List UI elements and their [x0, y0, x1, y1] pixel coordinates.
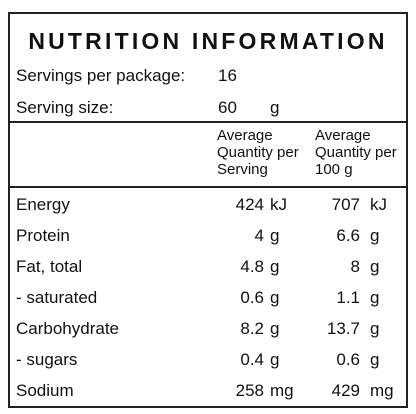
per-serving-unit-protein: g [270, 226, 280, 245]
per-serving-unit-sodium: mg [270, 381, 294, 400]
per-100g-unit-carbohydrate: g [370, 319, 380, 338]
nutrient-name-carbohydrate: Carbohydrate [16, 319, 120, 338]
per-100g-unit-protein: g [370, 226, 380, 245]
per-100g-unit-energy: kJ [370, 195, 387, 214]
column-header-per-100g: Average Quantity per 100 g [315, 127, 397, 178]
serving-size-label: Serving size: [16, 98, 114, 117]
per-serving-value-energy: 424 [235, 195, 264, 214]
per-serving-unit-sugars: g [270, 350, 280, 369]
nutrient-name-sugars: - sugars [16, 350, 78, 369]
per-serving-value-sodium: 258 [235, 381, 264, 400]
per-serving-unit-energy: kJ [270, 195, 287, 214]
per-100g-value-saturated: 1.1 [336, 288, 360, 307]
divider-top [10, 121, 406, 123]
per-serving-value-sugars: 0.4 [240, 350, 264, 369]
per-serving-value-carbohydrate: 8.2 [240, 319, 264, 338]
nutrition-panel: NUTRITION INFORMATION Servings per packa… [8, 12, 408, 408]
nutrient-name-fat-total: Fat, total [16, 257, 83, 276]
servings-per-package-label: Servings per package: [16, 66, 186, 85]
nutrient-name-saturated: - saturated [16, 288, 98, 307]
serving-size-unit: g [270, 98, 280, 117]
per-serving-unit-carbohydrate: g [270, 319, 280, 338]
per-100g-unit-saturated: g [370, 288, 380, 307]
nutrient-name-protein: Protein [16, 226, 70, 245]
per-100g-value-sodium: 429 [331, 381, 360, 400]
per-serving-value-saturated: 0.6 [240, 288, 264, 307]
per-serving-unit-saturated: g [270, 288, 280, 307]
column-header-per-serving: Average Quantity per Serving [217, 127, 299, 178]
per-100g-unit-fat-total: g [370, 257, 380, 276]
per-100g-unit-sugars: g [370, 350, 380, 369]
serving-size-value: 60 [218, 98, 237, 117]
per-100g-value-protein: 6.6 [336, 226, 360, 245]
per-100g-value-carbohydrate: 13.7 [326, 319, 360, 338]
per-100g-value-energy: 707 [331, 195, 360, 214]
per-serving-unit-fat-total: g [270, 257, 280, 276]
per-100g-unit-sodium: mg [370, 381, 394, 400]
divider-header [10, 186, 406, 188]
servings-per-package-value: 16 [218, 66, 237, 85]
per-serving-value-fat-total: 4.8 [240, 257, 264, 276]
per-100g-value-fat-total: 8 [350, 257, 360, 276]
per-serving-value-protein: 4 [254, 226, 264, 245]
nutrient-name-energy: Energy [16, 195, 70, 214]
per-100g-value-sugars: 0.6 [336, 350, 360, 369]
nutrient-name-sodium: Sodium [16, 381, 74, 400]
panel-title: NUTRITION INFORMATION [28, 28, 388, 54]
